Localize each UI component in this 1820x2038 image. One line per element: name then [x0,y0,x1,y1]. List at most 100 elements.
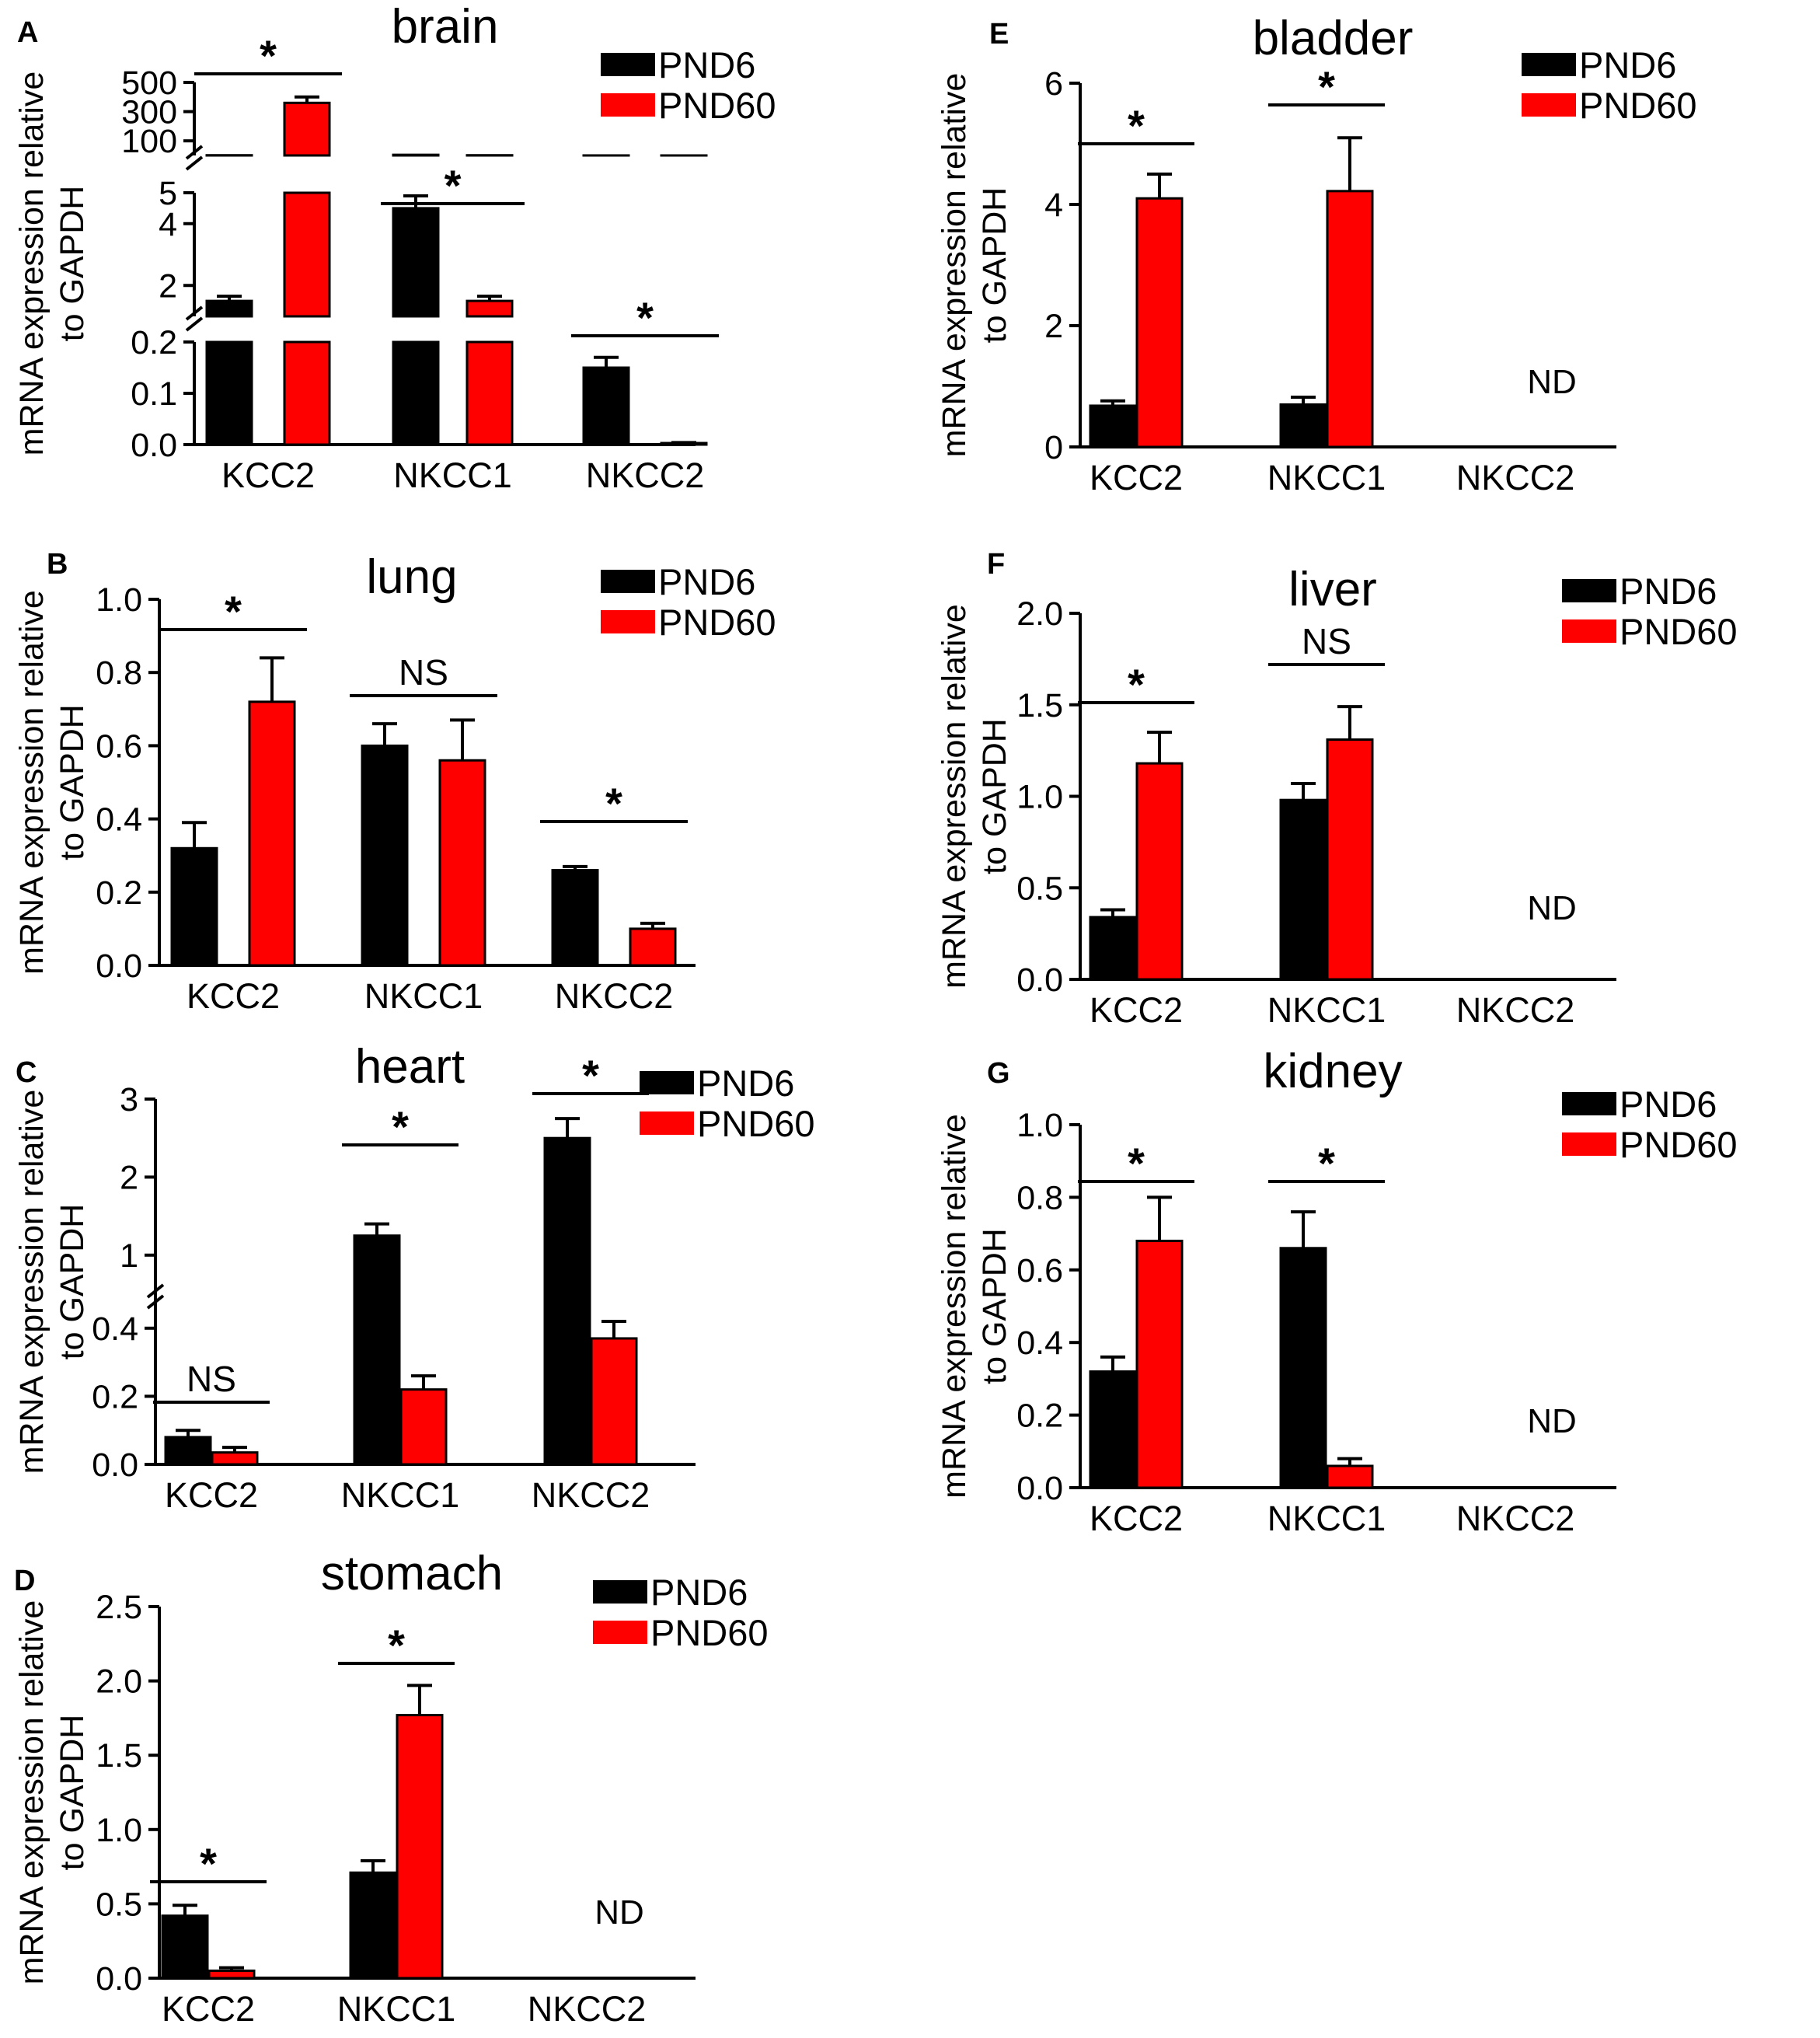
legend-label-pnd60: PND60 [658,602,776,643]
significance-label: NS [1302,621,1351,661]
legend-label-pnd6: PND6 [658,44,755,85]
y-axis-label-line1: mRNA expression relative [936,1114,973,1499]
x-tick-label: KCC2 [187,976,280,1016]
chart-title: stomach [321,1547,503,1600]
y-tick-label: 0.2 [1016,1398,1063,1435]
chart-title: kidney [1263,1045,1402,1098]
bar-kcc2-pnd6 [1089,1370,1137,1489]
legend-label-pnd6: PND6 [650,1572,748,1613]
legend-swatch-pnd6 [640,1071,694,1094]
bar-nkcc2-pnd60 [629,927,677,967]
bar-nkcc1-pnd60 [438,759,486,967]
not-detected-label: ND [1527,889,1577,927]
bar-kcc2-pnd6 [1089,404,1137,448]
significance-label: * [605,779,622,828]
y-tick-label: 2 [159,267,177,305]
bar-nkcc1-pnd6 [1279,403,1327,448]
bar-kcc2-pnd6 [1089,916,1137,981]
legend-swatch-pnd6 [601,53,655,76]
y-axis-label-line1: mRNA expression relative [936,73,973,458]
panel-label: C [16,1056,37,1089]
y-axis-label-line1: mRNA expression relative [936,604,973,989]
y-tick-label: 3 [120,1081,138,1118]
y-tick-label: 0.8 [96,654,142,692]
y-tick-label: 0.0 [131,427,177,464]
bar-kcc2-pnd60 [283,101,331,157]
y-axis-label: mRNA expression relativeto GAPDH [13,1600,91,1985]
y-tick-label: 0.4 [96,801,142,839]
y-tick-label: 2.0 [1016,595,1063,633]
y-tick-label: 0.4 [1016,1324,1063,1362]
y-tick-label: 0.2 [131,324,177,361]
panel-label: E [989,18,1009,51]
y-tick-label: 1.5 [1016,687,1063,724]
y-axis-label-line1: mRNA expression relative [13,590,51,975]
y-tick-label: 0.0 [92,1446,138,1484]
x-tick-label: NKCC2 [1456,1499,1575,1538]
bar-nkcc1-pnd60 [399,1388,448,1466]
chart-title: liver [1288,563,1377,616]
significance-label: * [636,293,654,342]
significance-label: * [1128,1139,1145,1188]
axis-break-mark [185,145,204,160]
y-tick-label: 4 [1044,187,1063,224]
y-tick-label: 0.0 [1016,961,1063,999]
y-tick-label: 500 [121,65,177,102]
y-axis-label-line2: to GAPDH [54,1204,91,1360]
legend-label-pnd6: PND6 [1620,1084,1717,1125]
bar-nkcc1-pnd6 [1279,1247,1327,1489]
x-tick-label: NKCC1 [341,1475,460,1515]
significance-label: NS [187,1359,236,1399]
y-tick-label: 0.6 [96,728,142,765]
bar-nkcc1-pnd6 [392,207,440,318]
x-tick-label: NKCC1 [1267,458,1386,497]
x-tick-label: NKCC2 [1456,990,1575,1030]
axis-break-mark [146,1283,165,1299]
bar-nkcc1-pnd6 [353,1293,401,1466]
y-axis-label-line2: to GAPDH [54,704,91,860]
x-tick-label: NKCC1 [364,976,483,1016]
legend-swatch-pnd60 [640,1111,694,1135]
y-axis-label-line1: mRNA expression relative [13,1090,51,1474]
chart-title: heart [355,1040,465,1094]
panel-label: D [14,1565,35,1597]
y-axis-label-line2: to GAPDH [54,186,91,342]
chart-title: lung [366,550,457,604]
x-tick-label: NKCC1 [393,455,512,495]
legend-swatch-pnd60 [1562,619,1616,643]
x-tick-label: KCC2 [221,455,315,495]
bar-nkcc1-pnd6 [361,744,409,967]
x-tick-label: NKCC1 [1267,1499,1386,1538]
legend-swatch-pnd60 [601,93,655,117]
bar-nkcc1-pnd60 [1326,738,1374,981]
y-tick-label: 0.0 [96,1960,142,1998]
x-tick-label: KCC2 [1090,458,1183,497]
y-tick-label: 2.0 [96,1663,142,1701]
legend-swatch-pnd60 [601,610,655,633]
y-tick-label: 0.4 [92,1310,138,1348]
x-tick-label: NKCC2 [555,976,674,1016]
y-tick-label: 0.2 [96,874,142,912]
bar-kcc2-pnd60 [1135,1239,1184,1489]
not-detected-label: ND [1527,1402,1577,1440]
bar-kcc2-pnd6 [205,299,253,318]
significance-label: * [260,31,277,80]
significance-label: * [225,587,242,636]
y-axis-label: mRNA expression relativeto GAPDH [936,1114,1013,1499]
bar-nkcc1-pnd60 [1326,1464,1374,1489]
significance-label: * [392,1102,409,1151]
significance-label: * [388,1621,405,1670]
y-tick-label: 100 [121,123,177,160]
chart-title: brain [392,0,499,54]
significance-label: * [1128,101,1145,150]
bar-nkcc2-pnd6 [543,1136,591,1296]
legend-label-pnd60: PND60 [658,85,776,126]
y-tick-label: 1.0 [1016,1107,1063,1144]
y-axis-label-line2: to GAPDH [976,187,1013,344]
bar-kcc2-pnd60 [283,340,331,446]
